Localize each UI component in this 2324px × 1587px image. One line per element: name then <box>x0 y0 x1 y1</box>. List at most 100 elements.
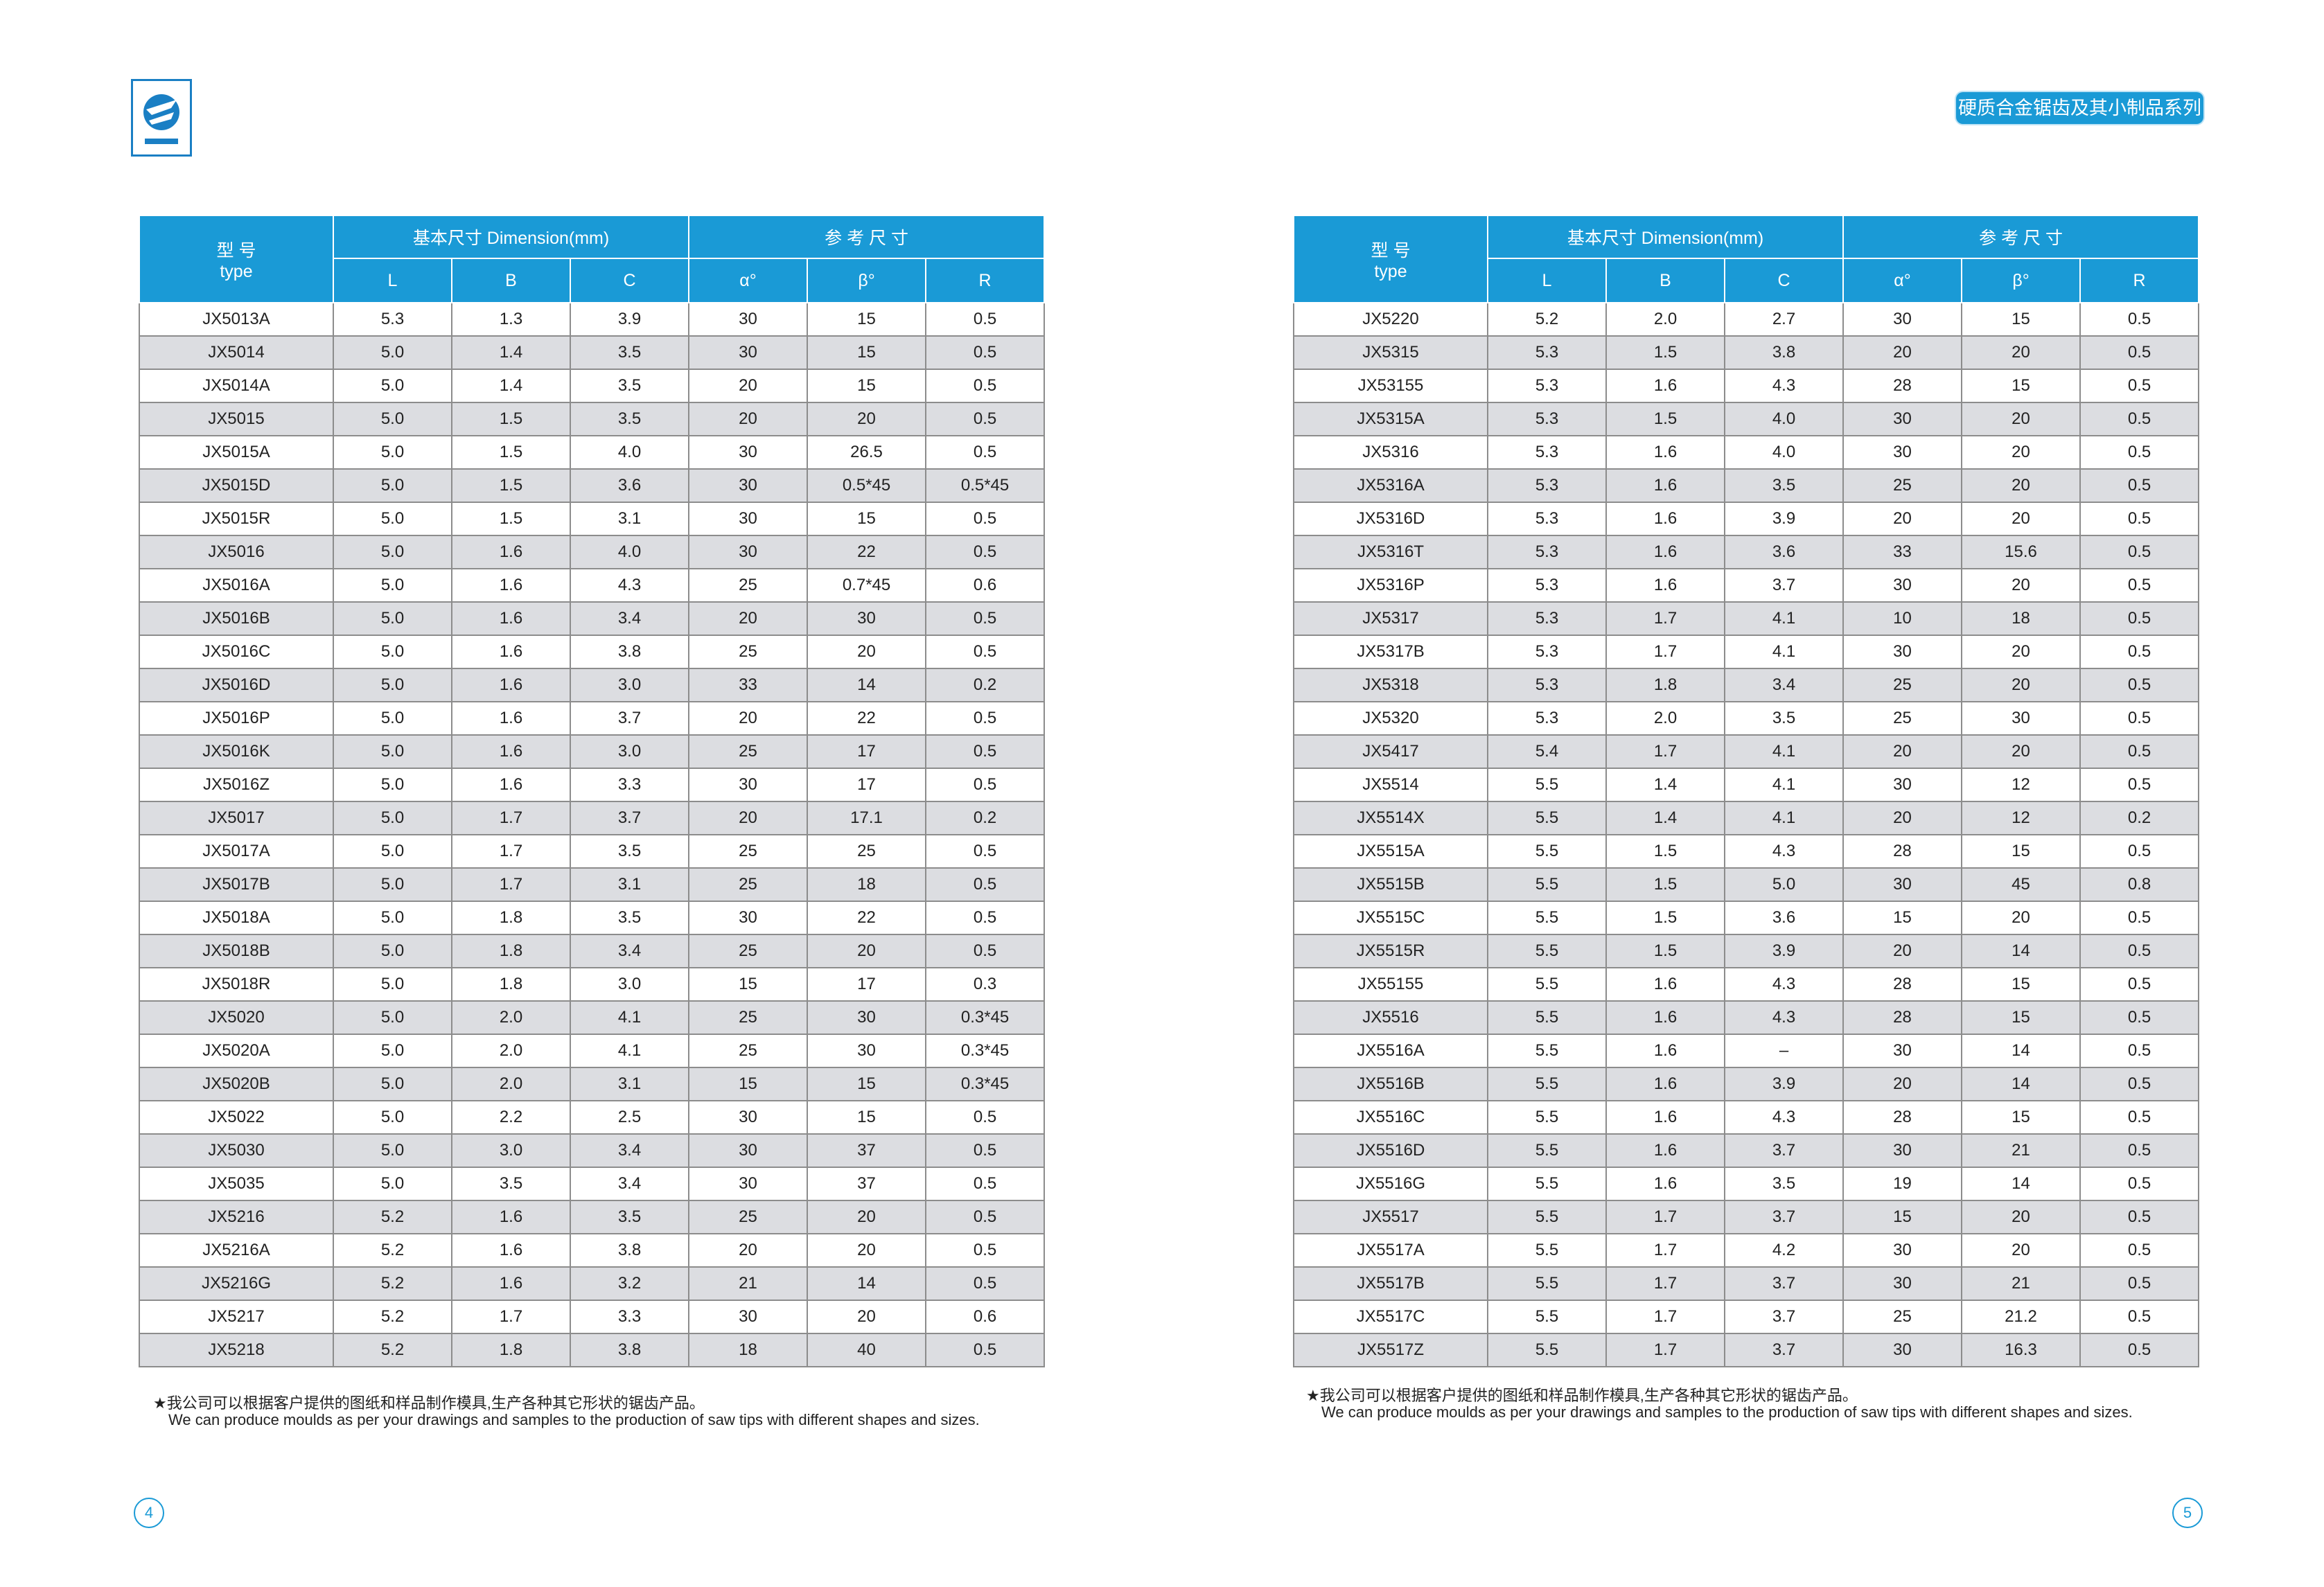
value-cell: 30 <box>1842 867 1963 902</box>
column-header: B <box>1605 258 1725 303</box>
table-row: JX5517Z 5.5 1.7 3.7 30 16.3 0.5 <box>1293 1333 2200 1367</box>
value-cell: 4.3 <box>1723 967 1845 1002</box>
value-cell: 5.5 <box>1487 1266 1607 1301</box>
value-cell: 14 <box>807 668 927 702</box>
value-cell: 0.5 <box>2079 1233 2200 1268</box>
value-cell: 0.5 <box>2079 668 2200 702</box>
value-cell: 22 <box>807 901 927 935</box>
value-cell: 5.3 <box>1487 535 1607 569</box>
value-cell: 3.0 <box>569 734 690 769</box>
type-cell: JX5516 <box>1293 1000 1488 1035</box>
table-row: JX5517B 5.5 1.7 3.7 30 21 0.5 <box>1293 1266 2200 1301</box>
type-cell: JX5020A <box>139 1034 334 1068</box>
value-cell: 5.0 <box>333 601 452 636</box>
type-cell: JX5217 <box>139 1300 334 1334</box>
value-cell: 0.5 <box>2079 468 2200 503</box>
value-cell: 0.5 <box>925 335 1046 370</box>
value-cell: 5.0 <box>333 1000 452 1035</box>
type-cell: JX5016B <box>139 601 334 636</box>
value-cell: 3.7 <box>1723 1266 1845 1301</box>
value-cell: 3.0 <box>569 967 690 1002</box>
value-cell: 5.5 <box>1487 901 1607 935</box>
value-cell: 30 <box>1842 302 1963 337</box>
value-cell: 30 <box>1842 1034 1963 1068</box>
value-cell: 3.7 <box>569 701 690 736</box>
type-cell: JX5515C <box>1293 901 1488 935</box>
type-cell: JX5320 <box>1293 701 1488 736</box>
type-cell: JX5030 <box>139 1133 334 1168</box>
page-number: 4 <box>134 1498 164 1528</box>
table-row: JX5315 5.3 1.5 3.8 20 20 0.5 <box>1293 335 2200 370</box>
value-cell: 30 <box>688 435 809 470</box>
value-cell: 5.3 <box>1487 402 1607 436</box>
logo <box>131 79 192 157</box>
value-cell: 15 <box>1961 834 2081 869</box>
table-row: JX55155 5.5 1.6 4.3 28 15 0.5 <box>1293 967 2200 1002</box>
value-cell: 3.7 <box>1723 1333 1845 1367</box>
type-cell: JX5014 <box>139 335 334 370</box>
dimension-group-header: 基本尺寸 Dimension(mm) <box>332 215 690 259</box>
value-cell: 15 <box>807 335 927 370</box>
value-cell: 5.0 <box>333 967 452 1002</box>
value-cell: 0.5 <box>2079 402 2200 436</box>
value-cell: 5.4 <box>1487 734 1607 769</box>
value-cell: 2.0 <box>1605 302 1725 337</box>
type-cell: JX5318 <box>1293 668 1488 702</box>
value-cell: 12 <box>1961 801 2081 835</box>
value-cell: 5.5 <box>1487 934 1607 968</box>
value-cell: 30 <box>807 1034 927 1068</box>
value-cell: 30 <box>1842 402 1963 436</box>
value-cell: 0.5 <box>925 734 1046 769</box>
footnote: ★我公司可以根据客户提供的图纸和样品制作模具,生产各种其它形状的锯齿产品。 We … <box>153 1395 980 1428</box>
value-cell: 0.5 <box>925 834 1046 869</box>
value-cell: 0.5 <box>925 768 1046 802</box>
table-row: JX5016C 5.0 1.6 3.8 25 20 0.5 <box>139 635 1046 669</box>
value-cell: 2.0 <box>1605 701 1725 736</box>
series-badge: 硬质合金锯齿及其小制品系列 <box>1956 92 2203 124</box>
value-cell: 5.0 <box>333 867 452 902</box>
table-row: JX5035 5.0 3.5 3.4 30 37 0.5 <box>139 1167 1046 1201</box>
value-cell: 0.5 <box>2079 1200 2200 1234</box>
value-cell: 15 <box>1961 302 2081 337</box>
value-cell: 0.5 <box>2079 768 2200 802</box>
footnote-zh: ★我公司可以根据客户提供的图纸和样品制作模具,生产各种其它形状的锯齿产品。 <box>153 1394 705 1412</box>
value-cell: 0.5 <box>2079 435 2200 470</box>
value-cell: 1.6 <box>451 635 571 669</box>
value-cell: 5.0 <box>333 1167 452 1201</box>
value-cell: 2.0 <box>451 1034 571 1068</box>
table-row: JX5317B 5.3 1.7 4.1 30 20 0.5 <box>1293 635 2200 669</box>
value-cell: 3.4 <box>1723 668 1845 702</box>
value-cell: 0.6 <box>925 1300 1046 1334</box>
value-cell: 33 <box>688 668 809 702</box>
type-cell: JX5516C <box>1293 1100 1488 1135</box>
table-row: JX5022 5.0 2.2 2.5 30 15 0.5 <box>139 1100 1046 1135</box>
value-cell: 1.8 <box>451 1333 571 1367</box>
value-cell: 1.6 <box>1605 1034 1725 1068</box>
type-cell: JX5014A <box>139 369 334 403</box>
value-cell: 25 <box>688 1034 809 1068</box>
type-cell: JX5018A <box>139 901 334 935</box>
value-cell: 1.4 <box>1605 801 1725 835</box>
value-cell: 0.5 <box>925 934 1046 968</box>
value-cell: 1.6 <box>1605 1000 1725 1035</box>
footnote: ★我公司可以根据客户提供的图纸和样品制作模具,生产各种其它形状的锯齿产品。 We … <box>1306 1387 2133 1421</box>
value-cell: 5.0 <box>333 734 452 769</box>
value-cell: 0.5 <box>925 1200 1046 1234</box>
type-header-zh: 型 号 <box>216 240 256 260</box>
value-cell: 1.5 <box>451 435 571 470</box>
table-body: JX5220 5.2 2.0 2.7 30 15 0.5 JX5315 5.3 1.5 3.8 20 2… <box>1293 302 2200 1367</box>
value-cell: 2.5 <box>569 1100 690 1135</box>
table-row: JX5016Z 5.0 1.6 3.3 30 17 0.5 <box>139 768 1046 802</box>
value-cell: 0.5 <box>925 502 1046 536</box>
value-cell: 20 <box>1961 635 2081 669</box>
value-cell: 0.8 <box>2079 867 2200 902</box>
table-row: JX5316D 5.3 1.6 3.9 20 20 0.5 <box>1293 502 2200 536</box>
value-cell: 0.5 <box>2079 1167 2200 1201</box>
value-cell: 20 <box>807 402 927 436</box>
value-cell: 0.5 <box>2079 635 2200 669</box>
value-cell: 25 <box>688 1000 809 1035</box>
value-cell: 5.0 <box>333 1034 452 1068</box>
value-cell: 3.1 <box>569 502 690 536</box>
footnote-en: We can produce moulds as per your drawin… <box>1321 1403 2133 1421</box>
value-cell: 5.0 <box>333 535 452 569</box>
